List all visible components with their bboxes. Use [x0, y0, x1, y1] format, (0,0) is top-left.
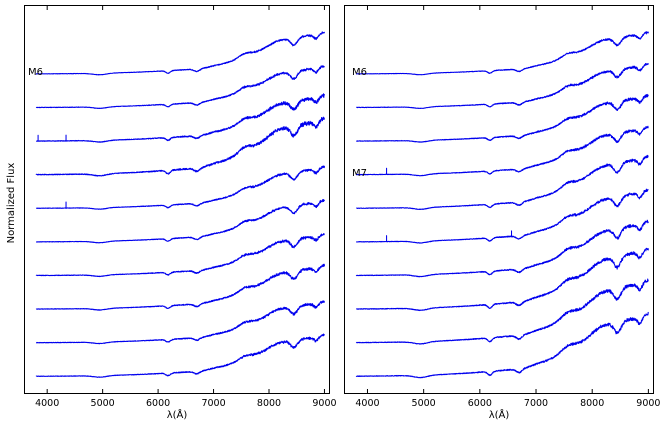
right-spectrum-2 — [355, 62, 649, 110]
x-tick-label: 8000 — [580, 398, 604, 409]
x-tick-label: 6000 — [146, 398, 170, 409]
left-spectrum-8 — [35, 263, 325, 311]
left-x-axis-label: λ(Å) — [167, 408, 188, 421]
right-spectrum-8 — [355, 247, 649, 312]
y-axis-label: Normalized Flux — [6, 163, 17, 244]
right-spectrum-9 — [355, 278, 649, 345]
right-spectrum-4 — [355, 125, 649, 177]
left-spectrum-4 — [35, 116, 325, 177]
x-tick-label: 7000 — [524, 398, 548, 409]
x-tick-label: 6000 — [468, 398, 492, 409]
spectral-type-label: M7 — [352, 168, 367, 179]
right-spectrum-7 — [355, 219, 649, 278]
right-spectrum-3 — [355, 93, 649, 143]
left-panel: 4000 5000 6000 7000 8000 9000 M6 λ(Å) — [24, 5, 337, 421]
x-tick-label: 4000 — [355, 398, 379, 409]
right-panel: 4000 5000 6000 7000 8000 9000 M6 M7 λ(Å) — [344, 5, 660, 421]
left-spectrum-2 — [35, 65, 325, 110]
right-plot-frame — [344, 5, 654, 394]
x-tick-label: 9000 — [312, 398, 336, 409]
left-spectrum-10 — [35, 333, 325, 378]
spectral-type-label: M6 — [352, 67, 367, 78]
x-tick-label: 8000 — [257, 398, 281, 409]
x-tick-label: 7000 — [201, 398, 225, 409]
x-tick-label: 5000 — [91, 398, 115, 409]
right-spectrum-5 — [355, 154, 649, 211]
left-spectrum-7 — [35, 233, 325, 278]
x-tick-label: 9000 — [636, 398, 660, 409]
left-spectrum-9 — [35, 300, 325, 345]
left-plot-frame — [24, 5, 330, 394]
left-spectrum-3 — [35, 93, 325, 143]
x-tick-label: 5000 — [412, 398, 436, 409]
right-spectrum-1 — [355, 31, 649, 76]
right-x-axis-label: λ(Å) — [489, 408, 510, 421]
right-spectrum-10 — [355, 311, 649, 379]
left-spectrum-5 — [35, 165, 325, 210]
left-spectrum-6 — [35, 198, 325, 244]
left-spectrum-1 — [35, 31, 325, 76]
spectral-type-label: M6 — [28, 67, 43, 78]
x-tick-label: 4000 — [35, 398, 59, 409]
right-spectrum-6 — [355, 188, 649, 244]
